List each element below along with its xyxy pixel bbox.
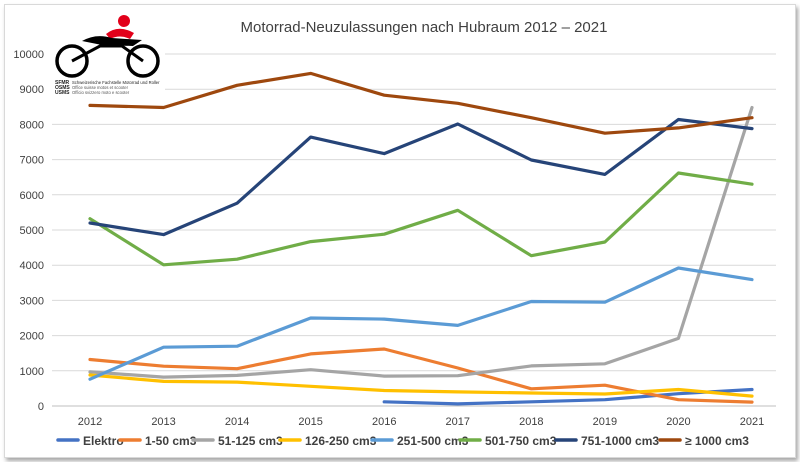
series-lines: [88, 71, 754, 406]
legend-item: 751-1000 cm3: [554, 434, 659, 448]
logo-name-it: Officio svizzero moto e scooter: [72, 90, 130, 95]
y-tick-label: 8000: [20, 119, 44, 131]
logo: SFMR OSMS USMS Schweizerische Fachstelle…: [50, 11, 165, 97]
x-tick-label: 2015: [298, 416, 322, 428]
legend-item: 126-250 cm3: [278, 434, 377, 448]
legend-item: ≥ 1000 cm3: [658, 434, 749, 448]
legend-label: 501-750 cm3: [485, 434, 557, 448]
series-line-7: [88, 71, 754, 135]
x-tick-label: 2014: [225, 416, 249, 428]
legend-label: 1-50 cm3: [145, 434, 197, 448]
y-tick-label: 2000: [20, 331, 44, 343]
x-tick-label: 2017: [446, 416, 470, 428]
logo-background: [50, 11, 165, 97]
x-tick-label: 2016: [372, 416, 396, 428]
y-tick-label: 6000: [20, 190, 44, 202]
x-tick-label: 2021: [740, 416, 764, 428]
legend-item: 1-50 cm3: [118, 434, 197, 448]
series-line-0: [382, 387, 754, 406]
legend: Elektro 1-50 cm3 51-125 cm3 126-250 cm3 251-…: [56, 434, 749, 448]
x-tick-label: 2019: [593, 416, 617, 428]
legend-label: 751-1000 cm3: [581, 434, 659, 448]
y-tick-label: 7000: [20, 155, 44, 167]
logo-abbr-sfmr: SFMR: [55, 80, 70, 86]
x-tick-label: 2018: [519, 416, 543, 428]
legend-label: 251-500 cm3: [397, 434, 469, 448]
logo-name-de: Schweizerische Fachstelle Motorrad und R…: [72, 80, 160, 85]
series-line-3: [88, 373, 754, 398]
x-tick-label: 2012: [78, 416, 102, 428]
legend-label: Elektro: [83, 434, 124, 448]
chart-title: Motorrad-Neuzulassungen nach Hubraum 201…: [241, 19, 608, 36]
series-line-5: [88, 171, 754, 267]
y-tick-label: 4000: [20, 260, 44, 272]
y-tick-label: 5000: [20, 225, 44, 237]
x-axis-tick-labels: 2012 2013 2014 2015 2016 2017 2018 2019 2020 2021: [78, 416, 764, 428]
y-tick-label: 1000: [20, 366, 44, 378]
y-axis-tick-labels: 0 1000 2000 3000 4000 5000 6000 7000 8000 9000 100…: [13, 49, 44, 413]
series-line-4: [88, 266, 754, 381]
legend-item: Elektro: [56, 434, 124, 448]
y-tick-label: 10000: [13, 49, 44, 61]
y-tick-label: 9000: [20, 84, 44, 96]
x-tick-label: 2020: [666, 416, 690, 428]
motorcycle-icon: [55, 15, 160, 78]
x-tick-label: 2013: [151, 416, 175, 428]
logo-name-fr: Office suisse motos et scooter: [72, 85, 129, 90]
series-line-2: [88, 105, 754, 379]
logo-abbr-osms: OSMS: [55, 85, 70, 91]
y-tick-label: 3000: [20, 295, 44, 307]
legend-item: 51-125 cm3: [191, 434, 283, 448]
legend-label: 126-250 cm3: [305, 434, 377, 448]
legend-item: 251-500 cm3: [370, 434, 469, 448]
legend-label: ≥ 1000 cm3: [685, 434, 749, 448]
y-tick-label: 0: [38, 401, 44, 413]
legend-item: 501-750 cm3: [458, 434, 557, 448]
legend-label: 51-125 cm3: [218, 434, 283, 448]
logo-abbr-usms: USMS: [55, 90, 70, 96]
series-line-6: [88, 117, 754, 237]
